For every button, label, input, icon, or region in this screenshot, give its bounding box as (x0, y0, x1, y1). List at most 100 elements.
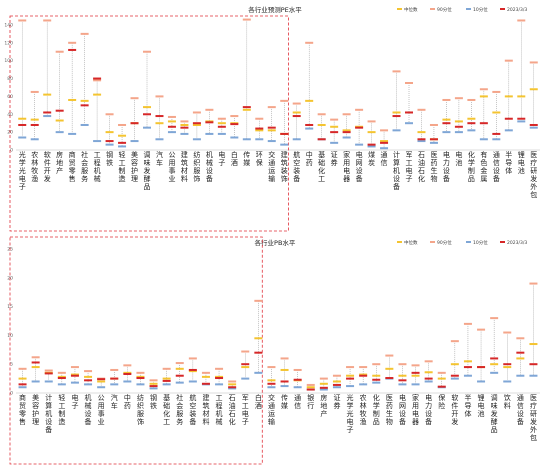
median-mark (267, 129, 276, 132)
legend-item: 90分位 (430, 239, 452, 246)
current-mark (467, 122, 476, 125)
category-marks (201, 371, 210, 386)
p90-mark (380, 129, 389, 132)
current-mark (201, 382, 210, 385)
p10-mark (267, 386, 276, 389)
p10-mark (30, 138, 39, 141)
category-marks (18, 367, 27, 389)
p90-mark (175, 362, 184, 365)
p10-mark (70, 381, 79, 384)
category-marks (44, 369, 53, 383)
p10-mark (492, 138, 501, 141)
category-marks (242, 18, 251, 141)
current-mark (93, 77, 102, 80)
p90-mark (292, 102, 301, 105)
current-mark (492, 132, 501, 135)
p90-mark (162, 367, 171, 370)
current-mark (479, 122, 488, 125)
x-tick-label: 房地产 (56, 150, 63, 175)
median-mark (467, 117, 476, 120)
p10-mark (84, 383, 93, 386)
x-tick-label: 中药 (124, 393, 131, 410)
x-tick-label: 纺织服饰 (137, 393, 144, 426)
p10-mark (68, 132, 77, 135)
current-mark (319, 386, 328, 389)
category-marks (398, 363, 407, 386)
y-tick-label: 40 (7, 112, 13, 118)
x-tick-label: 家用电器 (343, 150, 350, 183)
current-mark (143, 113, 151, 116)
x-tick-label: 调味发酵品 (491, 393, 498, 434)
category-marks (205, 108, 214, 135)
current-mark (490, 357, 499, 360)
median-mark (417, 131, 426, 134)
x-tick-label: 证券 (331, 151, 338, 167)
p90-mark (385, 354, 394, 357)
p90-mark (105, 113, 114, 116)
current-mark (55, 109, 64, 112)
median-mark (84, 375, 93, 378)
current-mark (155, 115, 164, 118)
x-tick-label: 石油石化 (418, 151, 425, 183)
category-marks (503, 331, 512, 383)
p90-mark (267, 366, 276, 369)
current-mark (372, 378, 381, 381)
p90-mark (392, 70, 401, 73)
x-tick-label: 商贸零售 (69, 150, 76, 183)
x-tick-label: 建筑材料 (202, 393, 209, 426)
x-tick-label: 电力设备 (425, 393, 432, 426)
category-marks (504, 59, 513, 132)
p90-mark (405, 82, 413, 84)
x-tick-label: 光学光电子 (19, 150, 26, 191)
x-tick-label: 化学制品 (373, 393, 380, 426)
x-tick-label: 航空装备 (189, 393, 196, 426)
current-mark (292, 115, 301, 118)
x-tick-label: 交通运输 (268, 150, 275, 183)
x-tick-label: 通信设备 (517, 393, 524, 426)
p10-mark (217, 132, 226, 135)
x-tick-label: 社会服务 (81, 150, 88, 183)
y-tick-label: 0 (10, 148, 13, 154)
category-marks (355, 108, 364, 146)
category-marks (359, 366, 368, 386)
y-tick-label: 15 (7, 304, 13, 310)
current-mark (306, 388, 315, 391)
median-mark (155, 122, 164, 125)
p10-mark (55, 131, 64, 134)
p10-mark (130, 140, 139, 143)
x-tick-label: 医药生物 (430, 151, 437, 183)
x-tick-label: 光学光电子 (347, 393, 354, 434)
p90-mark (18, 19, 27, 22)
p10-mark (228, 387, 237, 390)
category-marks (97, 377, 106, 389)
current-mark (424, 377, 433, 380)
p10-mark (230, 136, 239, 139)
p90-mark (516, 337, 525, 340)
category-marks (118, 123, 127, 148)
current-mark (503, 363, 512, 366)
median-mark (118, 134, 127, 137)
current-mark (450, 374, 459, 377)
y-tick-label: 120 (4, 40, 13, 46)
category-marks (517, 19, 526, 123)
p10-mark (516, 374, 525, 377)
current-mark (18, 123, 27, 126)
median-mark (529, 88, 538, 91)
median-mark (367, 131, 376, 134)
x-tick-label: 交通运输 (268, 393, 275, 426)
legend-item: 90分位 (430, 6, 452, 13)
category-marks (292, 102, 301, 141)
x-tick-label: 轻工制造 (58, 393, 65, 426)
category-marks (267, 106, 276, 143)
category-marks (123, 364, 132, 383)
median-mark (188, 370, 197, 373)
median-mark (228, 383, 237, 386)
p90-mark (149, 379, 158, 382)
y-tick-label: 100 (4, 58, 13, 64)
p10-mark (18, 386, 27, 389)
p90-mark (44, 369, 53, 372)
category-marks (175, 362, 184, 384)
category-marks (429, 123, 438, 144)
current-mark (293, 378, 302, 381)
current-mark (442, 122, 451, 125)
